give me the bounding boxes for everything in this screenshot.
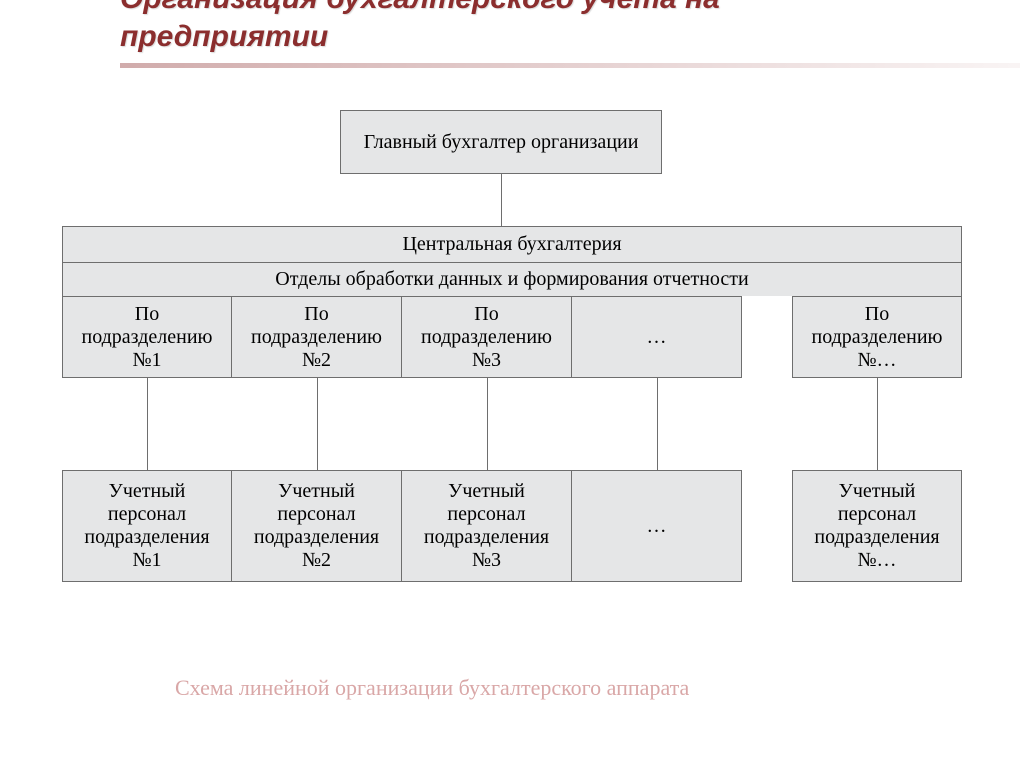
node-staff-gap: [742, 470, 792, 582]
connector-top: [501, 174, 503, 226]
node-sub-1: По подразделению №1: [62, 296, 232, 378]
slide-title: Организация бухгалтерского учета на пред…: [120, 0, 920, 55]
node-staff-2: Учетный персонал подразделения №2: [232, 470, 402, 582]
node-staff-4: …: [572, 470, 742, 582]
connector-col-2: [317, 378, 319, 470]
node-sub-3: По подразделению №3: [402, 296, 572, 378]
node-sub-5: По подразделению №…: [792, 296, 962, 378]
slide-title-block: Организация бухгалтерского учета на пред…: [120, 0, 920, 68]
diagram-caption: Схема линейной организации бухгалтерског…: [175, 675, 689, 701]
node-depts-header: Отделы обработки данных и формирования о…: [62, 262, 962, 296]
node-depts-header-label: Отделы обработки данных и формирования о…: [275, 268, 748, 291]
connector-col-1: [147, 378, 149, 470]
title-line-2: предприятии: [120, 20, 328, 53]
node-central-accounting: Центральная бухгалтерия: [62, 226, 962, 262]
node-sub-4: …: [572, 296, 742, 378]
node-sub-2: По подразделению №2: [232, 296, 402, 378]
node-staff-3: Учетный персонал подразделения №3: [402, 470, 572, 582]
title-underline: [120, 63, 1020, 68]
connector-col-4: [657, 378, 659, 470]
node-chief-accountant: Главный бухгалтер организации: [340, 110, 662, 174]
node-chief-accountant-label: Главный бухгалтер организации: [364, 131, 639, 154]
row-sub-departments: По подразделению №1По подразделению №2По…: [62, 296, 962, 378]
connector-col-3: [487, 378, 489, 470]
title-line-1: Организация бухгалтерского учета на: [120, 0, 720, 15]
row-staff: Учетный персонал подразделения №1Учетный…: [62, 470, 962, 582]
node-staff-1: Учетный персонал подразделения №1: [62, 470, 232, 582]
connector-col-5: [877, 378, 879, 470]
node-sub-gap: [742, 296, 792, 378]
slide: Организация бухгалтерского учета на пред…: [0, 0, 1024, 768]
node-central-accounting-label: Центральная бухгалтерия: [402, 233, 621, 256]
node-staff-5: Учетный персонал подразделения №…: [792, 470, 962, 582]
diagram-caption-text: Схема линейной организации бухгалтерског…: [175, 675, 689, 700]
